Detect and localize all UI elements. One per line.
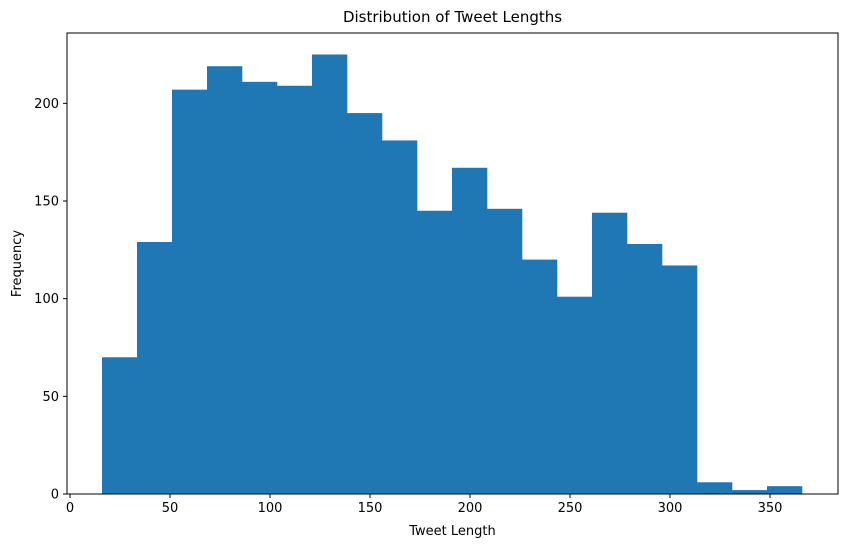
histogram-bar	[627, 243, 663, 494]
y-tick-label: 200	[34, 97, 59, 112]
histogram-bar	[557, 296, 593, 494]
histogram-bar	[452, 167, 488, 494]
histogram-bar	[592, 212, 628, 495]
y-tick-label: 150	[34, 194, 59, 209]
x-axis-label: Tweet Length	[408, 524, 496, 539]
x-tick-label: 150	[358, 501, 383, 516]
y-tick-label: 0	[51, 488, 59, 503]
histogram-bar	[522, 259, 558, 494]
histogram-bar	[102, 357, 138, 494]
chart-title: Distribution of Tweet Lengths	[343, 8, 562, 26]
histogram-bar	[207, 66, 243, 494]
histogram-bar	[242, 81, 278, 494]
histogram-bar	[662, 265, 698, 494]
y-axis-label: Frequency	[10, 230, 25, 297]
histogram-bar	[487, 208, 523, 494]
y-tick-label: 100	[34, 292, 59, 307]
bars-group	[102, 54, 803, 495]
histogram-bar	[767, 486, 803, 494]
histogram-bar	[312, 54, 348, 494]
histogram-bar	[732, 490, 768, 494]
histogram-bar	[697, 482, 733, 494]
y-axis-ticks: 0 50 100 150 200	[34, 97, 67, 503]
x-tick-label: 350	[758, 501, 783, 516]
histogram-bar	[417, 210, 453, 494]
x-tick-label: 100	[258, 501, 283, 516]
x-tick-label: 50	[162, 501, 179, 516]
x-tick-label: 0	[66, 501, 74, 516]
x-axis-ticks: 0 50 100 150 200 250 300 350	[66, 494, 783, 516]
y-tick-label: 50	[42, 390, 59, 405]
x-tick-label: 200	[458, 501, 483, 516]
x-tick-label: 250	[558, 501, 583, 516]
histogram-bar	[137, 242, 173, 494]
x-tick-label: 300	[658, 501, 683, 516]
histogram-bar	[277, 85, 313, 495]
plot-frame	[66, 32, 839, 495]
histogram-bar	[347, 113, 383, 494]
histogram-bar	[382, 140, 418, 494]
histogram-bar	[172, 89, 208, 494]
